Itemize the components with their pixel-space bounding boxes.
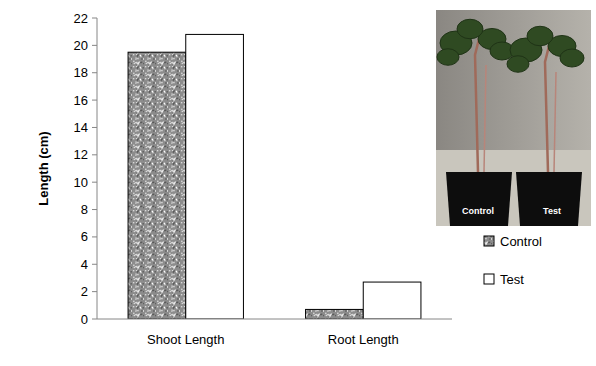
leaf (560, 49, 584, 67)
y-tick (92, 100, 97, 101)
inset-photo: Control Test (436, 10, 591, 226)
y-tick (92, 319, 97, 320)
y-tick (92, 154, 97, 155)
stem (475, 35, 480, 172)
leaf (507, 56, 529, 73)
y-tick-label: 10 (74, 175, 88, 190)
x-tick-label: Root Length (328, 332, 399, 347)
legend-label: Control (500, 234, 542, 249)
x-tick-label: Shoot Length (147, 332, 224, 347)
leaf (437, 49, 459, 66)
y-tick-label: 14 (74, 120, 88, 135)
y-tick-label: 22 (74, 11, 88, 26)
y-tick-label: 0 (81, 312, 88, 327)
y-tick (92, 236, 97, 237)
y-tick (92, 209, 97, 210)
y-tick-label: 8 (81, 202, 88, 217)
y-axis-label: Length (cm) (36, 131, 51, 205)
chart-svg: 0 2 4 6 8 10 12 14 16 18 20 22 Length (cm) Shoot Leng… (0, 0, 596, 366)
pot (446, 172, 512, 226)
leaf (457, 19, 483, 39)
bar (186, 34, 244, 319)
y-tick (92, 264, 97, 265)
y-tick-label: 6 (81, 229, 88, 244)
y-tick (92, 72, 97, 73)
y-tick-label: 16 (74, 93, 88, 108)
stem (545, 42, 550, 172)
y-tick-label: 12 (74, 147, 88, 162)
y-tick (92, 127, 97, 128)
photo-table (436, 150, 591, 226)
bars (128, 34, 421, 319)
photo-label: Test (543, 206, 561, 216)
legend-swatch (484, 274, 494, 284)
bar (128, 52, 186, 319)
x-axis-line (97, 319, 452, 320)
bar (363, 282, 421, 319)
y-axis-line (97, 18, 98, 319)
legend-swatch (484, 236, 494, 246)
bar (306, 309, 364, 319)
y-tick-label: 18 (74, 65, 88, 80)
y-tick-label: 4 (81, 257, 88, 272)
y-tick-label: 20 (74, 38, 88, 53)
photo-label: Control (462, 206, 494, 216)
y-tick (92, 182, 97, 183)
y-tick (92, 291, 97, 292)
legend-label: Test (500, 272, 524, 287)
y-tick-label: 2 (81, 284, 88, 299)
stem (554, 72, 556, 172)
y-tick (92, 18, 97, 19)
stem (484, 65, 486, 172)
photo-background (436, 10, 591, 226)
leaf (527, 26, 553, 46)
chart-container: 0 2 4 6 8 10 12 14 16 18 20 22 Length (cm) Shoot Leng… (0, 0, 596, 366)
pot (516, 172, 582, 226)
y-tick (92, 45, 97, 46)
